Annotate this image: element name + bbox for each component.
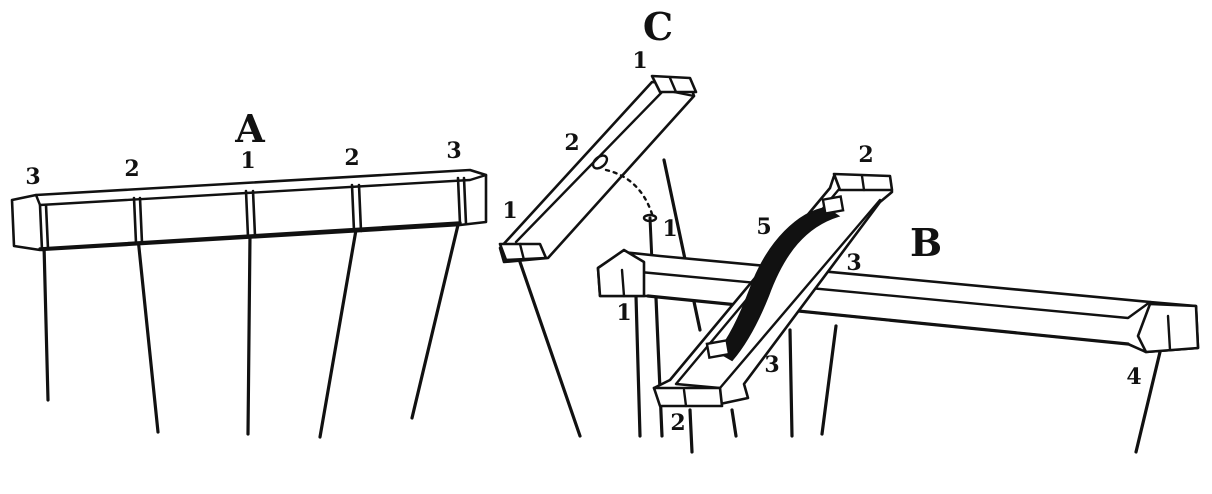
label-a-5: 3: [446, 138, 461, 164]
bar-top-edge: [34, 173, 488, 207]
label-b: B: [910, 220, 942, 265]
label-b-3: 3: [764, 352, 779, 378]
control-c: C 1 2 1 1: [498, 4, 702, 438]
string: [788, 328, 794, 438]
label-c: C: [643, 4, 673, 49]
string: [654, 296, 664, 438]
label-c-3: 1: [502, 198, 517, 224]
string: [1134, 350, 1162, 454]
string: [246, 233, 252, 436]
label-a: A: [234, 106, 265, 151]
label-c-4: 1: [662, 216, 677, 242]
string: [136, 236, 160, 434]
label-a-3: 1: [240, 148, 255, 174]
bar-b-main: [596, 250, 1200, 354]
label-c-2: 2: [564, 130, 579, 156]
label-a-1: 3: [25, 164, 40, 190]
bar-c-hole: [591, 154, 609, 170]
pin-head: [642, 213, 658, 223]
bar-b-left-cap: [596, 248, 646, 298]
string: [730, 408, 738, 438]
label-a-2: 2: [124, 156, 139, 182]
control-b: B 2 5 3 1 3 2 4: [596, 142, 1200, 454]
string: [820, 324, 838, 436]
string: [410, 223, 460, 420]
bar-notches: [38, 176, 468, 252]
bar-c-top-notch: [668, 76, 678, 94]
bar-b-main-bottom: [646, 294, 1130, 346]
strap-clip-top: [821, 195, 845, 215]
bar-bottom-edge: [38, 221, 462, 251]
bar-b-cross-top-notch: [860, 174, 866, 192]
string: [318, 228, 358, 439]
bar-body: [10, 168, 488, 252]
label-b-1: 2: [858, 142, 873, 168]
label-b-5: 3: [846, 250, 861, 276]
label-c-1: 1: [632, 48, 647, 74]
bar-b-cross-bottom-notch: [682, 388, 688, 408]
bar-c-top-cap: [650, 74, 698, 94]
bar-b-cross-bottom-cap: [652, 386, 724, 408]
bar-b-right-notch: [1166, 314, 1172, 352]
bar-c-bottom-notch: [518, 242, 526, 262]
label-b-6: 2: [670, 410, 685, 436]
bar-b-left-notch: [620, 268, 626, 298]
string: [42, 243, 50, 402]
label-b-2: 5: [756, 214, 771, 240]
control-a: A 3 2 1 2 3: [10, 106, 488, 439]
string: [518, 260, 582, 438]
dotted-arc: [604, 168, 654, 216]
label-b-4: 1: [616, 300, 631, 326]
string: [662, 158, 702, 332]
string: [634, 294, 642, 438]
label-b-7: 4: [1126, 364, 1141, 390]
label-a-4: 2: [344, 145, 359, 171]
strap-clip-bottom: [705, 338, 731, 360]
string: [688, 408, 694, 454]
